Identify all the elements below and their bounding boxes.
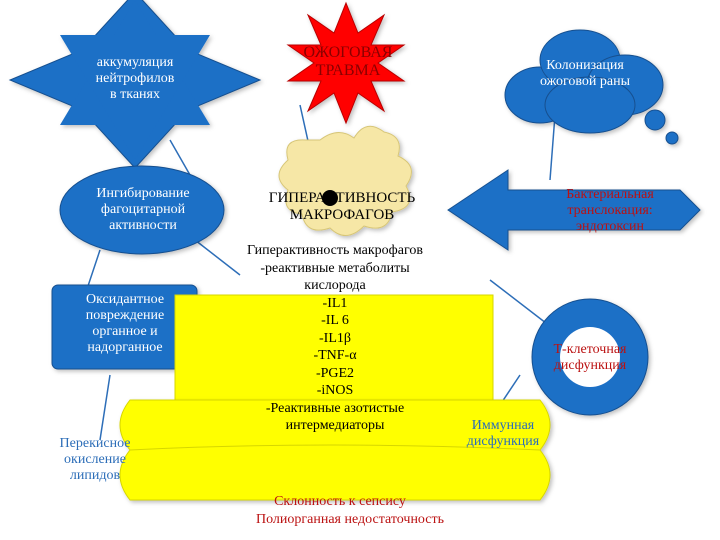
peroxid-label: Перекисное окисление липидов bbox=[40, 436, 150, 484]
tcell-label: Т-клеточная дисфункция bbox=[540, 342, 640, 374]
cloud-label: Колонизация ожоговой раны bbox=[520, 58, 650, 90]
star-label: аккумуляция нейтрофилов в тканях bbox=[75, 55, 195, 103]
burn-trauma-label: ОЖОГОВАЯ ТРАВМА bbox=[298, 44, 398, 81]
oxidant-label: Оксидантное повреждение органное и надор… bbox=[58, 292, 192, 356]
scroll-list: Гиперактивность макрофагов -реактивные м… bbox=[190, 242, 480, 435]
immune-label: Иммунная дисфункция bbox=[448, 418, 558, 450]
inhibit-label: Ингибирование фагоцитарной активности bbox=[72, 186, 214, 234]
hyper-macrophage-label: ГИПЕРАКТИВНОСТЬ МАКРОФАГОВ bbox=[244, 190, 440, 225]
bact-translocation-label: Бактериальная транслокация: эндотоксин bbox=[540, 187, 680, 235]
sepsis-label: Склонность к сепсису bbox=[200, 494, 480, 510]
multiorgan-label: Полиорганная недостаточность bbox=[200, 512, 500, 528]
